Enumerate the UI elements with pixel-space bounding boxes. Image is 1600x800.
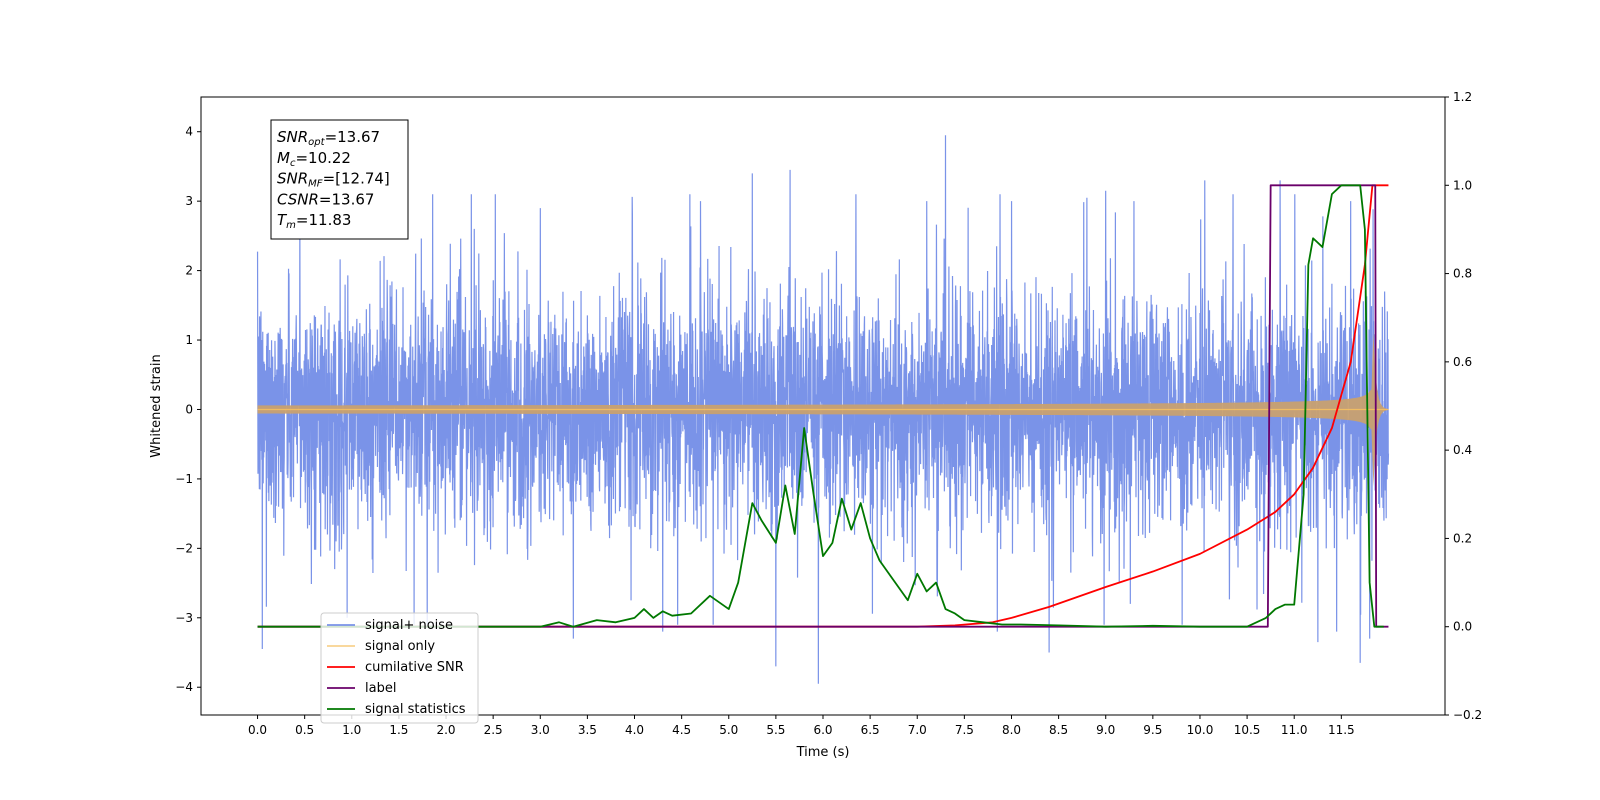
x-tick-label: 6.5 [861, 723, 880, 737]
x-tick-label: 2.0 [436, 723, 455, 737]
legend-label: signal only [365, 639, 435, 654]
x-tick-label: 8.5 [1049, 723, 1068, 737]
x-tick-label: 0.5 [295, 723, 314, 737]
x-tick-label: 1.0 [342, 723, 361, 737]
x-tick-label: 9.5 [1143, 723, 1162, 737]
y-axis-label: Whitened strain [149, 354, 164, 457]
y-right-tick-label: 0.6 [1453, 355, 1472, 369]
x-tick-label: 1.5 [389, 723, 408, 737]
y-left-tick-label: −2 [175, 541, 193, 555]
series-cumulative-snr [257, 184, 1389, 628]
y-left-tick-label: −4 [175, 680, 193, 694]
legend-label: signal statistics [365, 702, 466, 717]
legend: signal+ noise signal only cumilative SNR la… [320, 612, 479, 724]
x-tick-label: 8.0 [1002, 723, 1021, 737]
x-tick-label: 5.0 [719, 723, 738, 737]
y-axis-left-ticks: −4 −3 −2 −1 0 1 2 3 4 [175, 125, 201, 694]
legend-label: cumilative SNR [365, 660, 464, 675]
y-right-tick-label: 0.4 [1453, 443, 1472, 457]
legend-label: signal+ noise [365, 618, 453, 633]
series-signal-noise [256, 135, 1390, 684]
legend-label: label [365, 681, 396, 696]
x-tick-label: 5.5 [766, 723, 785, 737]
y-left-tick-label: −3 [175, 611, 193, 625]
stats-annotation: SNRopt=13.67Mc=10.22SNRMF=[12.74]CSNR=13… [270, 119, 409, 240]
x-tick-label: 10.5 [1234, 723, 1261, 737]
x-tick-label: 7.0 [908, 723, 927, 737]
annotation-line: Mc=10.22 [277, 149, 351, 169]
x-tick-label: 6.0 [813, 723, 832, 737]
x-tick-label: 3.0 [531, 723, 550, 737]
y-right-tick-label: 1.2 [1453, 90, 1472, 104]
x-tick-label: 10.0 [1187, 723, 1214, 737]
x-tick-label: 9.0 [1096, 723, 1115, 737]
y-left-tick-label: −1 [175, 472, 193, 486]
y-right-tick-label: 1.0 [1453, 178, 1472, 192]
y-right-tick-label: −0.2 [1453, 708, 1482, 722]
annotation-line: CSNR=13.67 [277, 190, 374, 208]
y-left-tick-label: 3 [185, 194, 193, 208]
x-tick-label: 4.5 [672, 723, 691, 737]
x-tick-label: 11.5 [1328, 723, 1355, 737]
x-tick-label: 0.0 [248, 723, 267, 737]
x-tick-label: 11.0 [1281, 723, 1308, 737]
x-tick-label: 2.5 [484, 723, 503, 737]
annotation-line: SNRopt=13.67 [277, 128, 380, 148]
x-axis-label: Time (s) [796, 745, 850, 760]
x-axis-ticks: 0.0 0.5 1.0 1.5 2.0 2.5 3.0 3.5 4.0 4.5 5.0 5.5 6.0 6… [248, 715, 1355, 737]
y-left-tick-label: 0 [185, 402, 193, 416]
y-right-tick-label: 0.8 [1453, 267, 1472, 281]
annotation-line: Tm=11.83 [277, 211, 351, 231]
y-left-tick-label: 1 [185, 333, 193, 347]
y-left-tick-label: 4 [185, 125, 193, 139]
annotation-line: SNRMF=[12.74] [277, 170, 390, 190]
y-right-tick-label: 0.2 [1453, 531, 1472, 545]
x-tick-label: 3.5 [578, 723, 597, 737]
y-right-tick-label: 0.0 [1453, 620, 1472, 634]
x-tick-label: 7.5 [955, 723, 974, 737]
y-left-tick-label: 2 [185, 264, 193, 278]
y-axis-right-ticks: −0.2 0.0 0.2 0.4 0.6 0.8 1.0 1.2 [1445, 90, 1482, 722]
x-tick-label: 4.0 [625, 723, 644, 737]
series-signal-statistics [257, 184, 1384, 628]
plot-series [256, 135, 1390, 684]
annotation-frame [270, 119, 409, 240]
legend-frame [320, 612, 479, 724]
